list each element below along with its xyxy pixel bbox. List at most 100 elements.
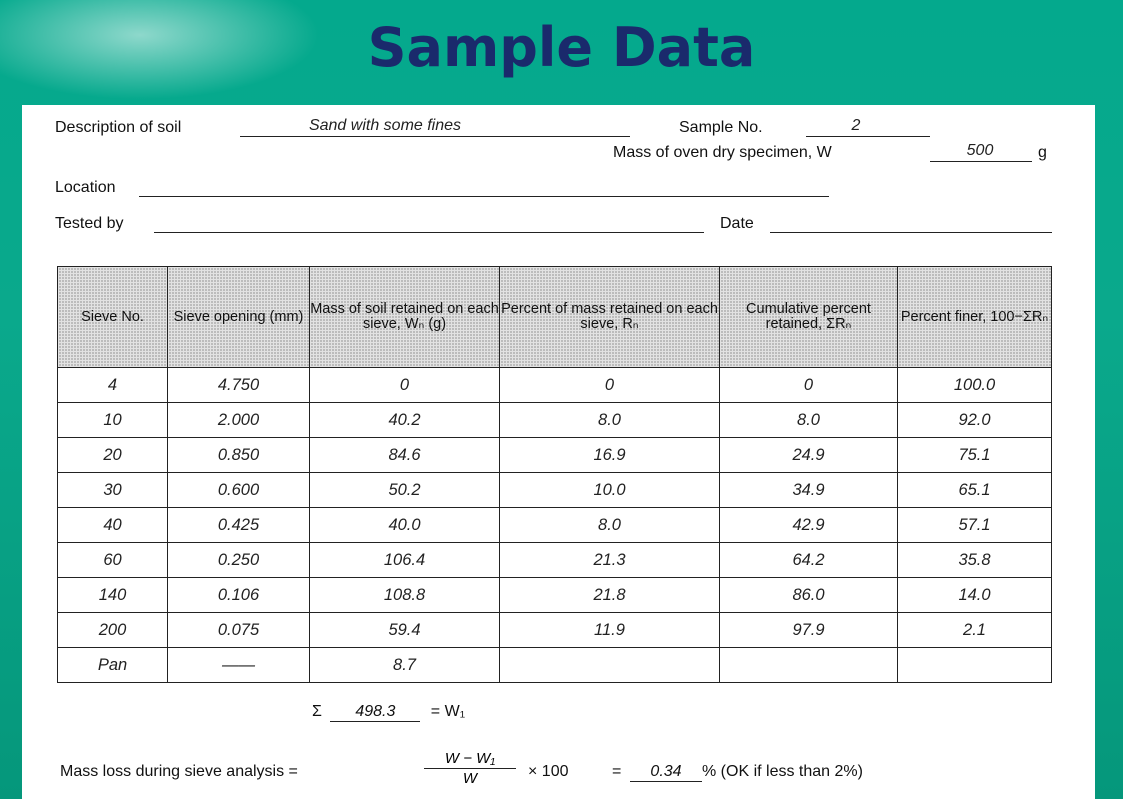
- description-value: Sand with some fines: [308, 117, 462, 134]
- loss-suffix: % (OK if less than 2%): [702, 763, 863, 780]
- cell-percent-retained: 16.9: [499, 437, 720, 473]
- cell-finer: 2.1: [897, 612, 1052, 648]
- cell-cumulative: 64.2: [719, 542, 898, 578]
- table-row: 40 0.425 40.0 8.0 42.9 57.1: [57, 507, 1052, 543]
- header-percent-finer: Percent finer, 100−ΣRₙ: [897, 266, 1052, 368]
- fraction-denominator: W: [462, 770, 478, 787]
- table-row: 30 0.600 50.2 10.0 34.9 65.1: [57, 472, 1052, 508]
- cell-mass: 40.2: [309, 402, 500, 438]
- sample-no-line: [806, 136, 930, 137]
- description-line: [240, 136, 630, 137]
- cell-mass: 84.6: [309, 437, 500, 473]
- cell-sieve-no: 40: [57, 507, 168, 543]
- cell-opening: 0.850: [167, 437, 310, 473]
- table-row: 140 0.106 108.8 21.8 86.0 14.0: [57, 577, 1052, 613]
- cell-percent-retained: 21.8: [499, 577, 720, 613]
- sum-value: 498.3: [330, 703, 421, 722]
- mass-label: Mass of oven dry specimen, W: [613, 144, 832, 161]
- cell-finer: 100.0: [897, 367, 1052, 403]
- cell-finer: 65.1: [897, 472, 1052, 508]
- cell-mass: 8.7: [309, 647, 500, 683]
- header-sieve-opening: Sieve opening (mm): [167, 266, 310, 368]
- cell-cumulative: 86.0: [719, 577, 898, 613]
- sigma-symbol: Σ: [312, 703, 322, 720]
- cell-percent-retained: 8.0: [499, 507, 720, 543]
- cell-finer: 14.0: [897, 577, 1052, 613]
- cell-finer: 75.1: [897, 437, 1052, 473]
- cell-finer: [897, 647, 1052, 683]
- sample-no-value: 2: [851, 117, 861, 134]
- times-hundred: × 100: [528, 763, 569, 780]
- header-sieve-no: Sieve No.: [57, 266, 168, 368]
- date-line: [770, 232, 1052, 233]
- cell-mass: 0: [309, 367, 500, 403]
- header-percent-retained: Percent of mass retained on each sieve, …: [499, 266, 720, 368]
- cell-finer: 57.1: [897, 507, 1052, 543]
- cell-finer: 35.8: [897, 542, 1052, 578]
- cell-sieve-no: 60: [57, 542, 168, 578]
- cell-cumulative: 0: [719, 367, 898, 403]
- cell-mass: 50.2: [309, 472, 500, 508]
- sample-no-label: Sample No.: [679, 119, 763, 136]
- title-glow: [0, 0, 320, 100]
- cell-percent-retained: [499, 647, 720, 683]
- mass-unit: g: [1038, 144, 1047, 161]
- table-row: 10 2.000 40.2 8.0 8.0 92.0: [57, 402, 1052, 438]
- mass-value: 500: [966, 142, 994, 159]
- sieve-analysis-table: Sieve No. Sieve opening (mm) Mass of soi…: [57, 266, 1052, 683]
- slide-title: Sample Data: [367, 16, 756, 79]
- cell-cumulative: [719, 647, 898, 683]
- cell-sieve-no: 30: [57, 472, 168, 508]
- date-label: Date: [720, 215, 754, 232]
- cell-sieve-no: 140: [57, 577, 168, 613]
- mass-loss-label: Mass loss during sieve analysis =: [60, 763, 298, 780]
- location-line: [139, 196, 829, 197]
- cell-mass: 106.4: [309, 542, 500, 578]
- cell-finer: 92.0: [897, 402, 1052, 438]
- fraction-numerator: W − W₁: [424, 750, 516, 769]
- sum-equals-w1: = W₁: [430, 703, 466, 720]
- table-row: 200 0.075 59.4 11.9 97.9 2.1: [57, 612, 1052, 648]
- cell-opening: 0.106: [167, 577, 310, 613]
- cell-opening: 4.750: [167, 367, 310, 403]
- cell-percent-retained: 0: [499, 367, 720, 403]
- cell-mass: 40.0: [309, 507, 500, 543]
- cell-sieve-no: 10: [57, 402, 168, 438]
- tested-by-label: Tested by: [55, 215, 124, 232]
- cell-opening: 0.250: [167, 542, 310, 578]
- cell-percent-retained: 8.0: [499, 402, 720, 438]
- data-sheet: Description of soil Sand with some fines…: [22, 105, 1095, 799]
- table-row: 20 0.850 84.6 16.9 24.9 75.1: [57, 437, 1052, 473]
- cell-mass: 59.4: [309, 612, 500, 648]
- cell-sieve-no: 20: [57, 437, 168, 473]
- cell-opening: 0.425: [167, 507, 310, 543]
- sum-line: Σ 498.3 = W₁: [312, 703, 465, 722]
- equals-sign: =: [612, 763, 622, 780]
- header-mass-retained: Mass of soil retained on each sieve, Wₙ …: [309, 266, 500, 368]
- tested-by-line: [154, 232, 704, 233]
- cell-cumulative: 24.9: [719, 437, 898, 473]
- cell-percent-retained: 11.9: [499, 612, 720, 648]
- table-row: 4 4.750 0 0 0 100.0: [57, 367, 1052, 403]
- cell-cumulative: 42.9: [719, 507, 898, 543]
- cell-percent-retained: 10.0: [499, 472, 720, 508]
- mass-line: [930, 161, 1032, 162]
- cell-opening: 0.600: [167, 472, 310, 508]
- cell-sieve-no: 4: [57, 367, 168, 403]
- mass-loss-fraction: W − W₁ W: [424, 750, 516, 787]
- header-cumulative-retained: Cumulative percent retained, ΣRₙ: [719, 266, 898, 368]
- cell-cumulative: 97.9: [719, 612, 898, 648]
- cell-sieve-no: Pan: [57, 647, 168, 683]
- mass-loss-result: 0.34% (OK if less than 2%): [630, 763, 863, 782]
- cell-sieve-no: 200: [57, 612, 168, 648]
- description-label: Description of soil: [55, 119, 182, 136]
- table-header-row: Sieve No. Sieve opening (mm) Mass of soi…: [57, 266, 1052, 368]
- cell-opening: 2.000: [167, 402, 310, 438]
- table-row: Pan —— 8.7: [57, 647, 1052, 683]
- cell-cumulative: 34.9: [719, 472, 898, 508]
- location-label: Location: [55, 179, 116, 196]
- table-row: 60 0.250 106.4 21.3 64.2 35.8: [57, 542, 1052, 578]
- cell-cumulative: 8.0: [719, 402, 898, 438]
- cell-mass: 108.8: [309, 577, 500, 613]
- cell-percent-retained: 21.3: [499, 542, 720, 578]
